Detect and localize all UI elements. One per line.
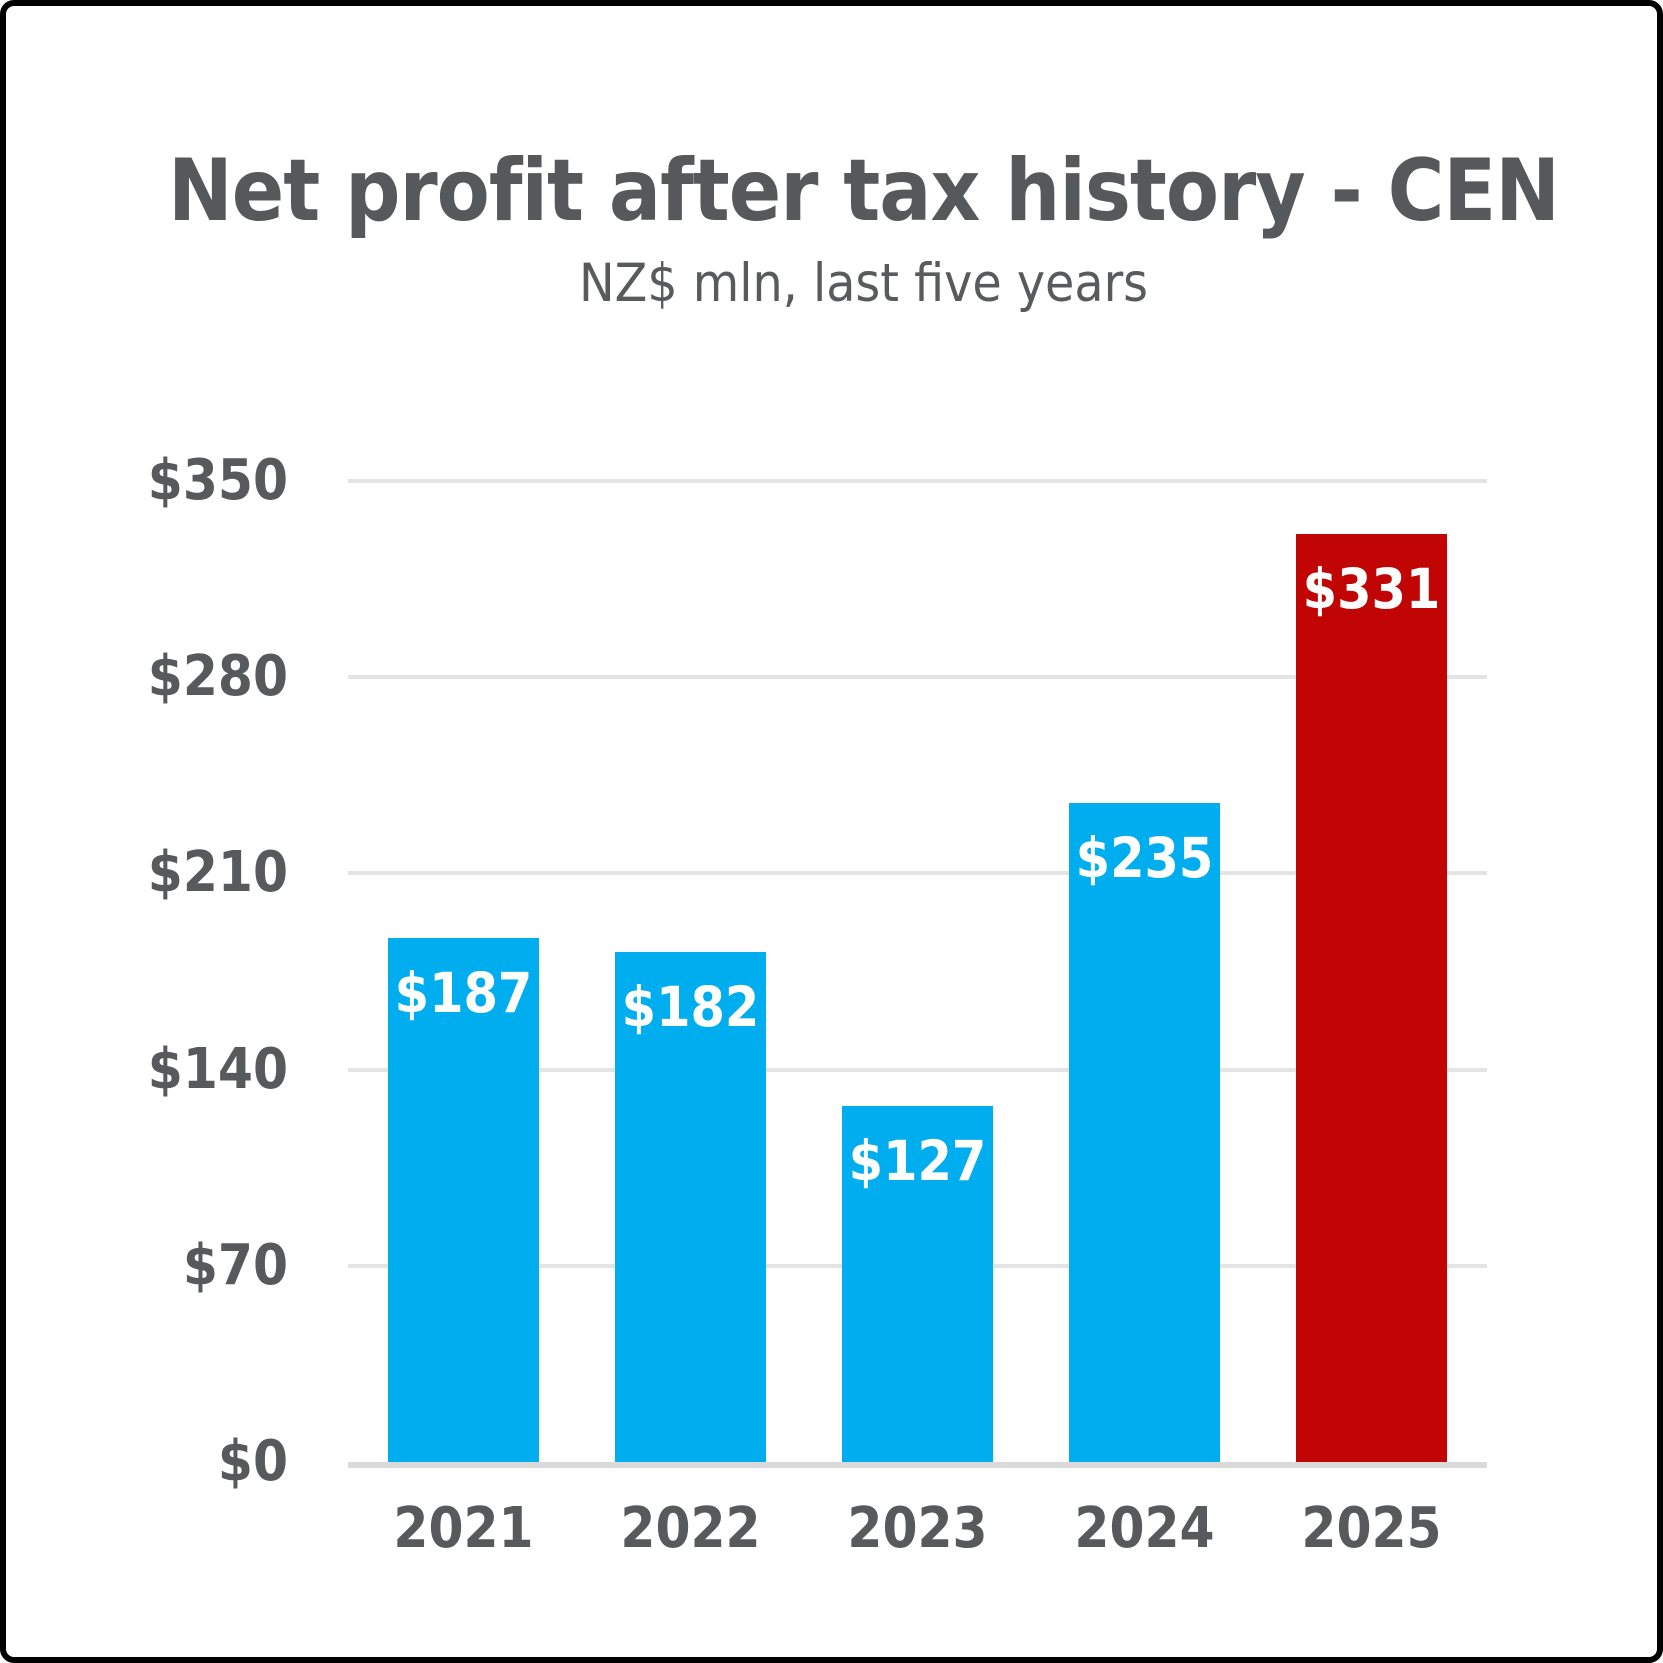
x-axis-label-2024: 2024 [1074,1496,1215,1561]
gridline-140 [348,1067,1487,1072]
chart-subtitle: NZ$ mln, last five years [578,253,1149,314]
bar-value-label: $187 [394,960,533,1025]
x-axis-line [348,1462,1487,1468]
y-tick-label: $350 [147,448,288,513]
bar-value-label: $127 [848,1129,987,1194]
y-tick-label: $0 [217,1429,288,1494]
x-axis-labels: 2021 2022 2023 2024 2025 [348,1498,1487,1560]
x-axis-label-2022: 2022 [620,1496,761,1561]
y-tick-label: $70 [182,1232,288,1298]
x-axis-label-2023: 2023 [847,1496,988,1561]
bar-2025: $331 [1296,534,1447,1462]
gridline-280 [348,675,1487,680]
bar-value-label: $235 [1075,826,1214,891]
bar-2023: $127 [842,1106,993,1462]
x-axis-label-2025: 2025 [1301,1496,1442,1561]
plot-area: $0 $70 $140 $210 $280 $350 $187 $182 $127 $235 $3… [148,453,1487,1490]
bar-value-label: $331 [1302,557,1441,622]
x-axis-label-2021: 2021 [393,1496,534,1561]
y-tick-label: $140 [147,1036,288,1102]
chart-title: Net profit after tax history - CEN [167,141,1560,241]
y-tick-label: $280 [147,644,288,710]
bar-2022: $182 [615,951,766,1462]
bar-2024: $235 [1069,803,1220,1462]
bar-2021: $187 [388,937,539,1462]
bar-series: $187 $182 $127 $235 $331 [348,481,1487,1462]
y-tick-label: $210 [147,840,288,906]
gridline-210 [348,871,1487,876]
gridline-350 [348,479,1487,483]
bar-value-label: $182 [621,974,760,1039]
